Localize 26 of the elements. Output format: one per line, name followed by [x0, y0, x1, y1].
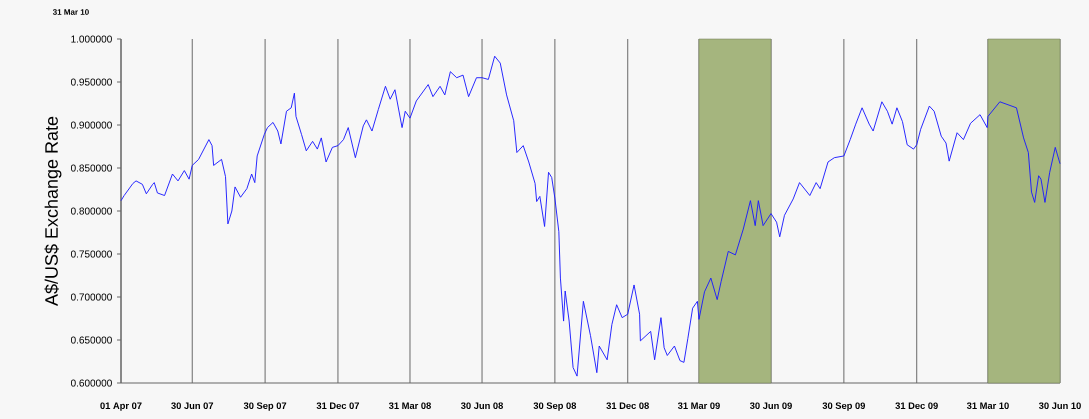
x-tick-label: 01 Apr 07: [100, 402, 142, 411]
y-tick-label: 0.700000: [70, 293, 112, 301]
x-tick-label: 31 Mar 09: [677, 402, 720, 409]
line-series: [120, 55, 1061, 377]
x-tick-label: 30 Sep 09: [822, 402, 866, 411]
y-tick-label: 0.850000: [70, 164, 112, 172]
y-tick-label: 0.600000: [70, 379, 112, 387]
x-tick-label: 31 Dec 07: [316, 402, 360, 409]
x-tick-label: 30 Sep 07: [243, 402, 287, 411]
x-tick-label: 31 Dec 08: [606, 402, 649, 409]
y-tick-label: 0.950000: [70, 78, 112, 86]
y-tick-label: 1.000000: [71, 35, 112, 43]
y-tick-label: 0.800000: [70, 207, 112, 215]
y-axis-title: A$/US$ Exchange Rate: [44, 116, 62, 307]
x-tick-label: 31 Mar 08: [388, 402, 431, 409]
x-tick-label: 30 Jun 07: [171, 402, 214, 409]
x-tick-label: 30 Jun 08: [460, 402, 503, 409]
y-tick-label: 0.650000: [70, 336, 112, 344]
x-tick-label: 31 Mar 10: [966, 402, 1009, 409]
y-tick-label: 0.750000: [70, 250, 112, 258]
y-tick-label: 0.900000: [70, 121, 112, 129]
x-tick-label: 30 Sep 08: [533, 402, 577, 411]
x-tick-label: 31 Dec 09: [895, 402, 938, 409]
x-tick-label: 30 Jun 10: [1038, 402, 1081, 409]
text: 31 Mar 10: [52, 9, 89, 15]
x-tick-label: 30 Jun 09: [749, 402, 792, 409]
